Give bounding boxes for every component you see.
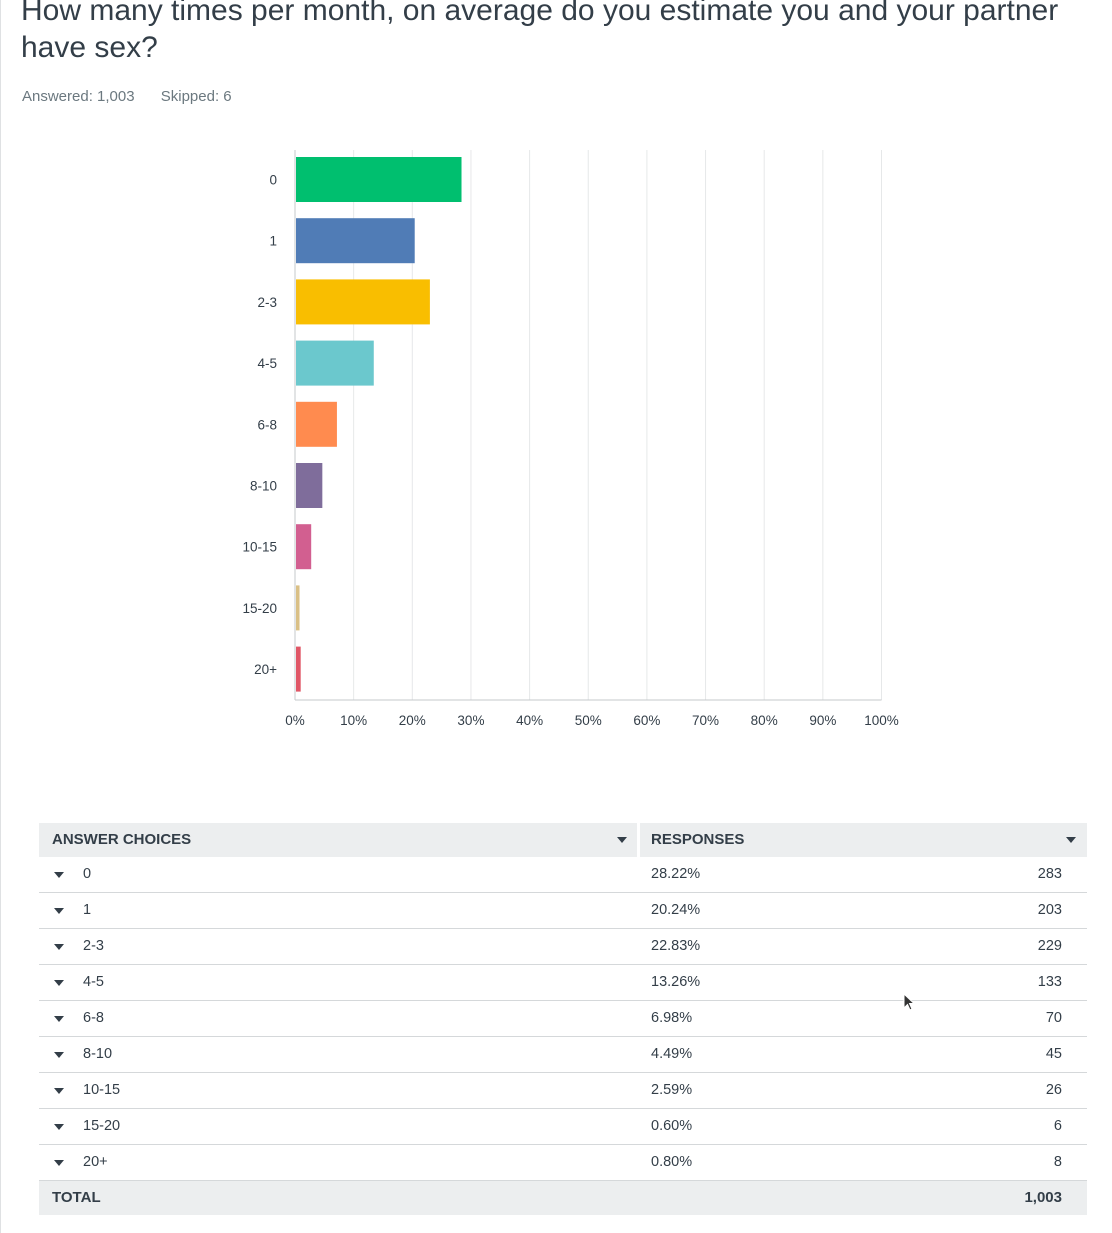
answered-count: Answered: 1,003 — [22, 88, 135, 105]
row-choice: 8-10 — [83, 1046, 113, 1062]
bar-4-5[interactable] — [296, 340, 374, 386]
chart-category-labels: 0 1 2-3 4-5 6-8 8-10 10-15 15-20 20+ — [242, 173, 277, 678]
expand-chevron-down-icon[interactable] — [54, 908, 64, 914]
expand-chevron-down-icon[interactable] — [54, 1124, 64, 1130]
table-row[interactable]: 10-15 2.59% 26 — [39, 1073, 1087, 1109]
category-label: 8-10 — [250, 479, 277, 494]
bar-chart: 0 1 2-3 4-5 6-8 8-10 10-15 15-20 20+ 0% 10% 20% 30%… — [242, 150, 899, 728]
table-row[interactable]: 4-5 13.26% 133 — [39, 965, 1087, 1001]
skipped-count: Skipped: 6 — [160, 88, 232, 105]
row-choice: 15-20 — [83, 1118, 121, 1134]
row-percent: 2.59% — [651, 1082, 693, 1098]
responses-header[interactable]: RESPONSES — [651, 831, 745, 848]
bar-8-10[interactable] — [296, 463, 323, 508]
row-choice: 20+ — [83, 1154, 108, 1170]
total-value: 1,003 — [1024, 1189, 1062, 1206]
bar-2-3[interactable] — [296, 279, 430, 325]
row-percent: 4.49% — [651, 1046, 693, 1062]
response-stats: Answered: 1,003 Skipped: 6 — [22, 88, 254, 105]
row-choice: 6-8 — [83, 1010, 104, 1026]
category-label: 4-5 — [257, 356, 277, 371]
category-label: 10-15 — [242, 540, 277, 555]
row-count: 70 — [1045, 1010, 1062, 1026]
x-tick-label: 50% — [575, 713, 602, 728]
x-tick-label: 70% — [692, 713, 719, 728]
left-border — [0, 0, 1, 1233]
category-label: 6-8 — [257, 417, 277, 432]
bar-0[interactable] — [296, 157, 462, 202]
x-tick-label: 30% — [457, 713, 484, 728]
row-count: 133 — [1037, 974, 1062, 990]
chart-x-tick-labels: 0% 10% 20% 30% 40% 50% 60% 70% 80% 90% 100% — [285, 713, 899, 728]
row-choice: 2-3 — [83, 938, 104, 954]
row-count: 6 — [1053, 1118, 1062, 1134]
table-row[interactable]: 0 28.22% 283 — [39, 857, 1087, 893]
x-tick-label: 40% — [516, 713, 543, 728]
row-count: 283 — [1037, 866, 1062, 882]
x-tick-label: 100% — [864, 713, 899, 728]
x-tick-label: 10% — [340, 713, 367, 728]
table-row[interactable]: 15-20 0.60% 6 — [39, 1109, 1087, 1145]
x-tick-label: 80% — [751, 713, 778, 728]
chart-bars — [296, 157, 462, 692]
header-divider — [637, 823, 640, 857]
table-row[interactable]: 8-10 4.49% 45 — [39, 1037, 1087, 1073]
table-row[interactable]: 6-8 6.98% 70 — [39, 1001, 1087, 1037]
row-choice: 1 — [83, 902, 92, 918]
chart-grid — [294, 150, 882, 701]
category-label: 1 — [269, 234, 277, 249]
row-percent: 0.80% — [651, 1154, 693, 1170]
row-count: 8 — [1053, 1154, 1062, 1170]
table-row[interactable]: 20+ 0.80% 8 — [39, 1145, 1087, 1181]
row-count: 203 — [1037, 902, 1062, 918]
table-header: ANSWER CHOICES RESPONSES — [39, 823, 1087, 857]
table-row[interactable]: 2-3 22.83% 229 — [39, 929, 1087, 965]
x-tick-label: 60% — [633, 713, 660, 728]
expand-chevron-down-icon[interactable] — [54, 1160, 64, 1166]
bar-10-15[interactable] — [296, 524, 312, 570]
category-label: 2-3 — [257, 295, 277, 310]
row-choice: 10-15 — [83, 1082, 121, 1098]
row-percent: 22.83% — [651, 938, 701, 954]
row-choice: 4-5 — [83, 974, 104, 990]
responses-sort-chevron-down-icon[interactable] — [1066, 837, 1076, 843]
row-percent: 0.60% — [651, 1118, 693, 1134]
row-percent: 28.22% — [651, 866, 701, 882]
question-title: How many times per month, on average do … — [21, 0, 1059, 64]
bar-15-20[interactable] — [296, 585, 300, 631]
x-tick-label: 90% — [809, 713, 836, 728]
bar-1[interactable] — [296, 218, 415, 264]
total-label: TOTAL — [52, 1189, 101, 1206]
x-tick-label: 20% — [399, 713, 426, 728]
expand-chevron-down-icon[interactable] — [54, 1052, 64, 1058]
answer-choices-header[interactable]: ANSWER CHOICES — [52, 831, 192, 848]
expand-chevron-down-icon[interactable] — [54, 1088, 64, 1094]
category-label: 15-20 — [242, 601, 277, 616]
row-count: 45 — [1045, 1046, 1062, 1062]
category-label: 20+ — [254, 662, 277, 677]
category-label: 0 — [269, 173, 277, 188]
results-table: ANSWER CHOICES RESPONSES 0 28.22% 283 1 20.2… — [39, 823, 1087, 1215]
expand-chevron-down-icon[interactable] — [54, 944, 64, 950]
row-percent: 6.98% — [651, 1010, 693, 1026]
row-percent: 13.26% — [651, 974, 701, 990]
expand-chevron-down-icon[interactable] — [54, 1016, 64, 1022]
expand-chevron-down-icon[interactable] — [54, 980, 64, 986]
bar-20+[interactable] — [296, 646, 301, 692]
x-tick-label: 0% — [285, 713, 305, 728]
expand-chevron-down-icon[interactable] — [54, 872, 64, 878]
bar-6-8[interactable] — [296, 401, 337, 447]
row-percent: 20.24% — [651, 902, 701, 918]
mouse-cursor-icon — [903, 993, 916, 1011]
row-choice: 0 — [83, 866, 92, 882]
row-count: 229 — [1037, 938, 1062, 954]
table-row[interactable]: 1 20.24% 203 — [39, 893, 1087, 929]
row-count: 26 — [1045, 1082, 1062, 1098]
table-body: 0 28.22% 283 1 20.24% 203 2-3 22.83% 229 4-5 13.26… — [39, 857, 1087, 1181]
choices-sort-chevron-down-icon[interactable] — [617, 837, 627, 843]
table-total-row: TOTAL 1,003 — [39, 1181, 1087, 1215]
